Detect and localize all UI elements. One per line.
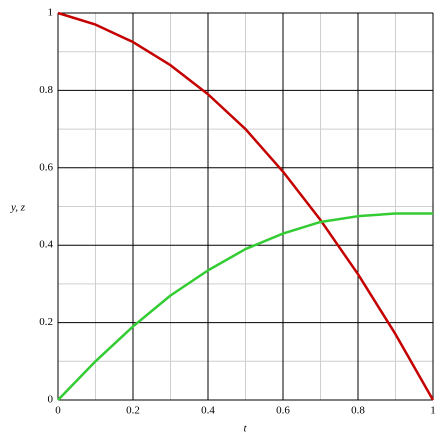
y-tick-label: 0.8	[39, 84, 53, 96]
x-tick-label: 0.2	[126, 405, 140, 417]
y-axis-label: y, z	[10, 202, 26, 214]
x-axis-label: t	[243, 423, 247, 435]
x-tick-label: 0	[55, 405, 61, 417]
x-tick-label: 0.8	[351, 405, 365, 417]
x-tick-label: 0.6	[276, 405, 290, 417]
y-tick-label: 0.4	[39, 239, 53, 251]
x-tick-label: 0.4	[201, 405, 215, 417]
line-series	[57, 212, 433, 401]
y-tick-label: 1	[48, 7, 54, 19]
y-tick-label: 0.2	[39, 316, 53, 328]
x-tick-label: 1	[430, 405, 436, 417]
y-tick-label: 0.6	[39, 161, 53, 173]
line-series	[57, 11, 435, 401]
y-tick-label: 0	[48, 394, 54, 406]
